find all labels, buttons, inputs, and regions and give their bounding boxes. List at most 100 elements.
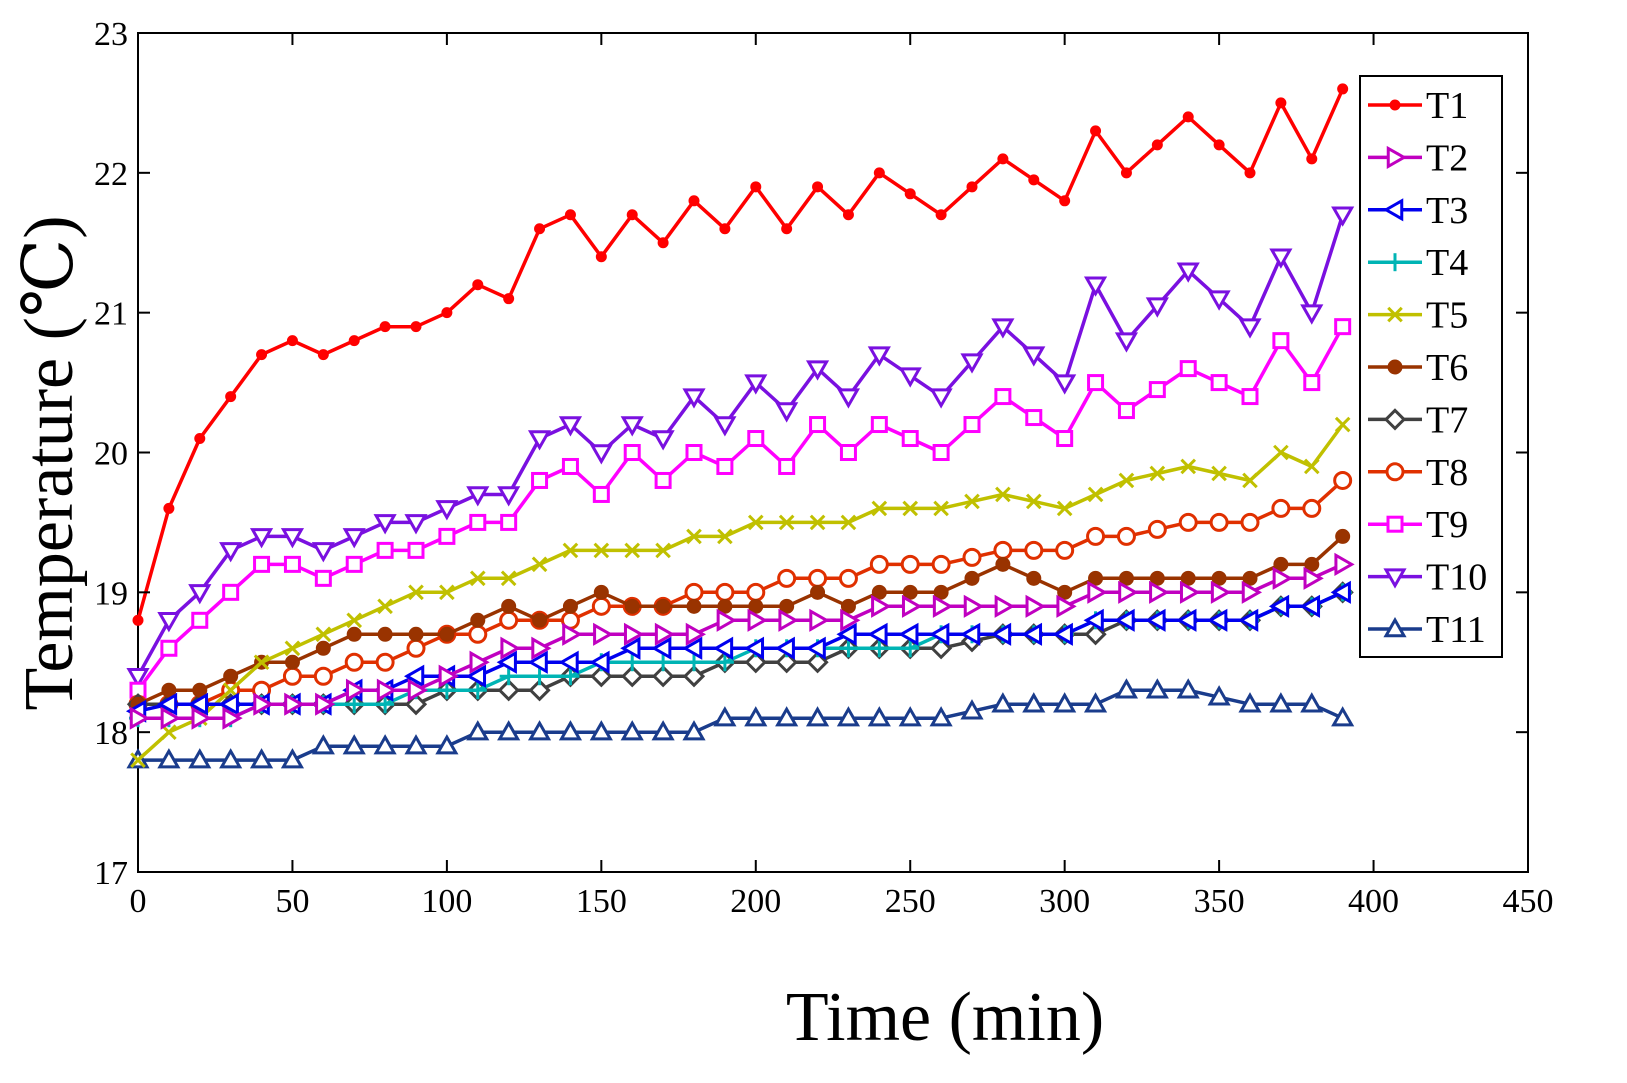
data-point: [589, 650, 610, 674]
data-point: [161, 724, 177, 740]
legend-item: T8: [1368, 452, 1468, 494]
data-point: [1242, 570, 1258, 586]
data-point: [469, 513, 487, 531]
data-point: [1021, 622, 1043, 646]
data-point: [902, 584, 918, 600]
data-point: [960, 699, 984, 720]
data-point: [1118, 472, 1135, 489]
data-point: [593, 542, 610, 559]
data-point: [500, 513, 518, 531]
data-point: [1207, 608, 1228, 632]
data-point: [809, 608, 830, 632]
data-point: [1303, 566, 1324, 590]
data-point: [651, 636, 672, 660]
data-point: [315, 640, 331, 656]
data-point: [842, 209, 854, 221]
data-point: [497, 486, 521, 507]
data-point: [496, 650, 517, 674]
data-point: [346, 626, 362, 642]
data-point: [376, 678, 398, 702]
data-point: [840, 608, 861, 632]
data-point: [472, 279, 484, 291]
y-axis-title: Temperature (℃): [11, 215, 88, 710]
data-point: [589, 720, 613, 741]
series-t2: [129, 552, 1355, 730]
series-t6: [130, 528, 1351, 712]
data-point: [192, 682, 208, 698]
legend-label: T2: [1426, 137, 1468, 179]
data-point: [623, 653, 642, 672]
legend-marker: [1386, 253, 1404, 272]
data-point: [684, 582, 704, 602]
data-point: [191, 706, 212, 730]
y-tick-label: 21: [94, 296, 128, 333]
legend-item: T7: [1368, 399, 1468, 441]
x-axis-ticks: 0 50 100 150 200 250 300 350 400 450: [130, 33, 1554, 920]
data-point: [1028, 174, 1040, 186]
data-point: [466, 720, 490, 741]
plot-area: [125, 32, 1529, 873]
data-point: [871, 500, 888, 517]
data-point: [1240, 512, 1260, 532]
y-tick-label: 22: [94, 156, 128, 193]
data-point: [1334, 416, 1351, 433]
data-point: [469, 570, 486, 587]
data-point: [344, 652, 364, 672]
data-point: [531, 471, 549, 489]
data-point: [562, 622, 583, 646]
data-point: [869, 554, 889, 574]
data-point: [408, 584, 424, 601]
data-point: [591, 596, 611, 616]
data-point: [1303, 374, 1321, 392]
data-point: [562, 542, 579, 559]
y-tick-label: 19: [94, 575, 128, 612]
data-point: [900, 554, 920, 574]
data-point: [157, 612, 181, 633]
data-point: [715, 653, 734, 672]
data-point: [744, 374, 768, 395]
data-point: [623, 622, 645, 646]
data-point: [315, 692, 336, 716]
data-point: [156, 692, 178, 716]
data-point: [774, 636, 795, 660]
data-point: [1087, 580, 1108, 604]
data-point: [902, 500, 919, 517]
data-point: [1149, 570, 1165, 586]
data-point: [778, 608, 799, 632]
data-point: [651, 665, 675, 688]
data-point: [1057, 584, 1073, 600]
data-point: [407, 541, 425, 559]
data-point: [1209, 512, 1229, 532]
data-point: [748, 598, 764, 614]
data-point: [218, 692, 239, 716]
data-point: [1211, 570, 1227, 586]
data-point: [1116, 526, 1136, 546]
data-point: [744, 651, 767, 674]
data-point: [501, 598, 517, 614]
data-point: [1117, 402, 1135, 420]
data-point: [682, 720, 706, 741]
data-point: [812, 181, 824, 193]
data-point: [249, 528, 274, 549]
legend: T1 T2 T3 T4 T5 T6 T7 T8 T9 T10 T11: [1359, 75, 1503, 658]
data-point: [160, 639, 178, 657]
data-point: [715, 582, 735, 602]
x-tick-label: 0: [130, 883, 147, 920]
data-point: [781, 223, 793, 235]
data-point: [404, 734, 428, 755]
data-point: [408, 626, 424, 642]
data-point: [873, 167, 885, 179]
data-point: [1237, 608, 1259, 632]
data-point: [681, 636, 703, 660]
data-point: [991, 318, 1015, 339]
data-point: [657, 237, 669, 249]
data-point: [558, 650, 579, 674]
data-point: [1273, 444, 1289, 461]
data-point: [499, 667, 518, 686]
data-point: [317, 349, 329, 361]
data-point: [188, 748, 212, 769]
data-point: [808, 568, 828, 588]
legend-label: T10: [1426, 557, 1487, 599]
data-point: [1242, 472, 1258, 489]
data-point: [256, 349, 268, 361]
